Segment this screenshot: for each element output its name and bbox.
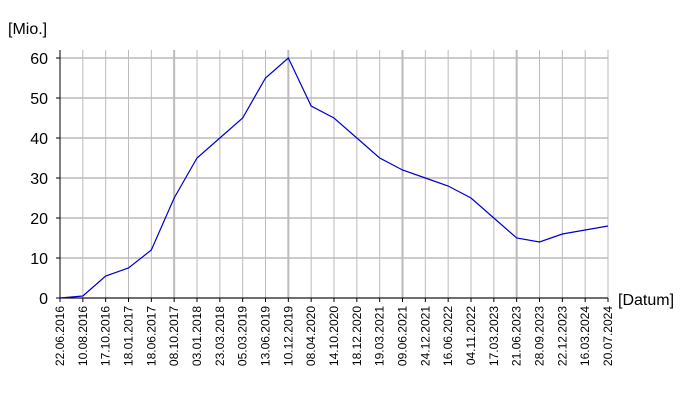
x-tick-label: 22.12.2023 — [555, 306, 569, 366]
y-tick-label: 30 — [30, 171, 48, 188]
x-tick-label: 18.06.2017 — [144, 306, 158, 366]
x-tick-label: 21.06.2023 — [510, 306, 524, 366]
x-tick-label: 13.06.2019 — [259, 306, 273, 366]
x-tick-label: 18.01.2017 — [122, 306, 136, 366]
x-tick-label: 08.10.2017 — [167, 306, 181, 366]
x-tick-label: 19.03.2021 — [373, 306, 387, 366]
x-tick-label: 20.07.2024 — [601, 306, 615, 366]
y-axis-label: [Mio.] — [8, 21, 47, 38]
x-tick-label: 16.03.2024 — [578, 306, 592, 366]
y-tick-label: 40 — [30, 131, 48, 148]
x-tick-label: 03.01.2018 — [190, 306, 204, 366]
y-tick-label: 10 — [30, 251, 48, 268]
x-tick-label: 10.08.2016 — [76, 306, 90, 366]
x-tick-label: 17.03.2023 — [487, 306, 501, 366]
x-tick-label: 14.10.2020 — [327, 306, 341, 366]
x-axis-label: [Datum] — [618, 292, 674, 309]
y-tick-label: 50 — [30, 91, 48, 108]
x-tick-label: 24.12.2021 — [418, 306, 432, 366]
x-tick-label: 18.12.2020 — [350, 306, 364, 366]
x-tick-label: 10.12.2019 — [281, 306, 295, 366]
y-tick-label: 20 — [30, 211, 48, 228]
y-tick-label: 60 — [30, 51, 48, 68]
x-tick-label: 09.06.2021 — [396, 306, 410, 366]
x-tick-label: 17.10.2016 — [99, 306, 113, 366]
x-tick-label: 05.03.2019 — [236, 306, 250, 366]
x-tick-label: 22.06.2016 — [53, 306, 67, 366]
x-tick-label: 28.09.2023 — [533, 306, 547, 366]
y-tick-label: 0 — [39, 291, 48, 308]
x-tick-label: 16.06.2022 — [441, 306, 455, 366]
x-tick-label: 23.03.2018 — [213, 306, 227, 366]
x-tick-label: 08.04.2020 — [304, 306, 318, 366]
x-tick-label: 04.11.2022 — [464, 306, 478, 365]
line — [59, 57, 609, 299]
